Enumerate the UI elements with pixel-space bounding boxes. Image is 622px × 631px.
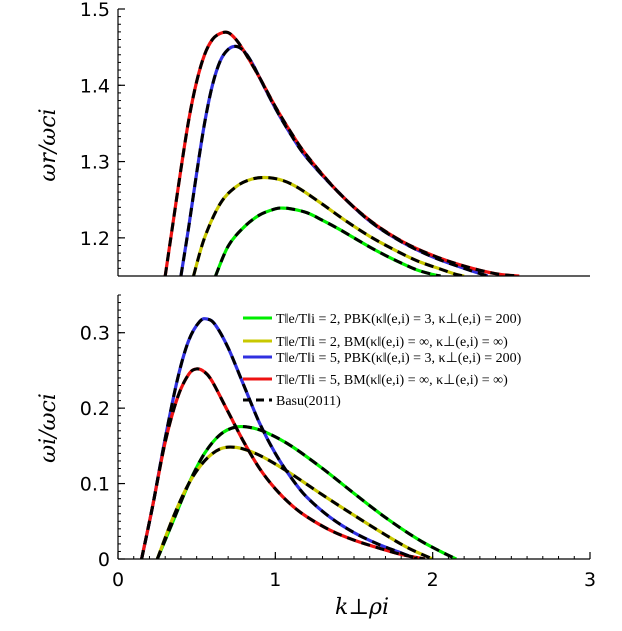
top-y-tick-label: 1.4	[80, 75, 110, 97]
legend: T‖e/T‖i = 2, PBK(κ‖(e,i) = 3, κ⊥(e,i) = …	[243, 312, 522, 409]
legend-label-basu: Basu(2011)	[276, 394, 341, 409]
top-basu-dashed-yellow	[192, 176, 465, 276]
bottom-y-tick-label: 0	[98, 549, 110, 571]
top-basu-dashed-blue	[179, 44, 489, 276]
x-tick-label: 2	[427, 569, 439, 591]
x-tick-label: 3	[584, 569, 596, 591]
top-y-axis-label: ωr/ωci	[36, 108, 61, 181]
bottom-curve-green	[155, 424, 457, 559]
legend-label-yellow: T‖e/T‖i = 2, BM(κ‖(e,i) = ∞, κ⊥(e,i) = ∞…	[276, 335, 508, 350]
x-tick-label: 1	[269, 569, 281, 591]
top-curve-blue	[179, 44, 489, 276]
top-y-tick-label: 1.2	[80, 228, 110, 250]
x-axis-label: k⊥ρi	[335, 595, 389, 620]
bottom-y-tick-label: 0.3	[80, 323, 110, 345]
bottom-y-ticks: 0 0.1 0.2 0.3	[80, 294, 125, 571]
bottom-y-tick-label: 0.2	[80, 398, 110, 420]
bottom-x-ticks: 0 1 2 3	[112, 552, 596, 591]
top-curve-green	[214, 206, 441, 276]
bottom-y-axis-label: ωi/ωci	[36, 393, 61, 463]
bottom-curves	[140, 317, 457, 559]
bottom-panel: 0 0.1 0.2 0.3 0 1 2 3 ωi/ωci k⊥ρi T‖e/T‖i = 2,…	[36, 294, 596, 620]
x-tick-label: 0	[112, 569, 124, 591]
top-basu-dashed-green	[214, 206, 441, 276]
top-curve-red	[163, 30, 520, 276]
legend-label-blue: T‖e/T‖i = 5, PBK(κ‖(e,i) = 3, κ⊥(e,i) = …	[276, 351, 522, 366]
bottom-basu-dashed-yellow	[155, 445, 434, 559]
top-y-tick-label: 1.5	[80, 0, 110, 21]
legend-label-green: T‖e/T‖i = 2, PBK(κ‖(e,i) = 3, κ⊥(e,i) = …	[276, 312, 522, 327]
bottom-basu-dashed-red	[140, 367, 426, 559]
top-y-tick-label: 1.3	[80, 152, 110, 174]
bottom-basu-dashed-green	[155, 424, 457, 559]
top-panel: 1.2 1.3 1.4 1.5 ωr/ωci	[36, 0, 590, 277]
top-curves	[163, 30, 520, 276]
top-y-ticks: 1.2 1.3 1.4 1.5	[80, 0, 125, 277]
top-curve-yellow	[191, 175, 465, 276]
bottom-basu-dashed-blue	[140, 317, 418, 559]
legend-label-red: T‖e/T‖i = 5, BM(κ‖(e,i) = ∞, κ⊥(e,i) = ∞…	[276, 373, 508, 388]
bottom-y-tick-label: 0.1	[80, 474, 110, 496]
